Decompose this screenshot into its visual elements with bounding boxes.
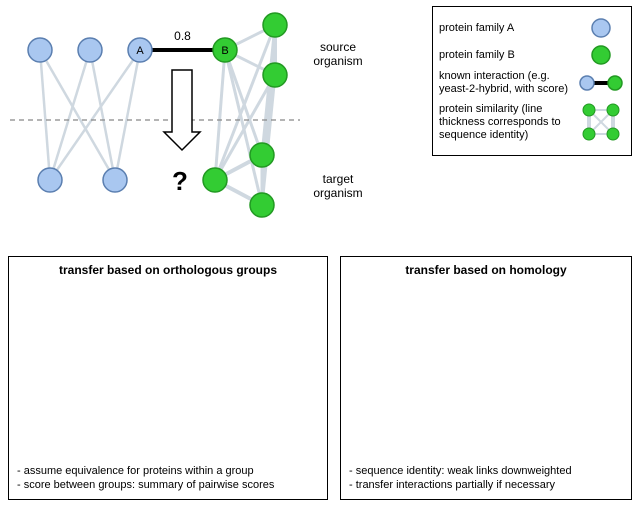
homology-box: transfer based on homology - sequence id… xyxy=(340,256,632,500)
legend-icon-sim xyxy=(577,98,625,146)
svg-text:A: A xyxy=(136,45,144,57)
legend-text-famB: protein family B xyxy=(439,49,577,62)
legend-row-known: known interaction (e.g. yeast-2-hybrid, … xyxy=(439,70,625,95)
legend-box: protein family A protein family B known … xyxy=(432,6,632,156)
orth-bullet-1: - assume equivalence for proteins within… xyxy=(17,465,325,477)
target-organism-label: target organism xyxy=(308,172,368,200)
source-organism-label: source organism xyxy=(308,40,368,68)
svg-text:B: B xyxy=(221,45,228,57)
legend-row-sim: protein similarity (line thickness corre… xyxy=(439,98,625,146)
orth-bullet-2: - score between groups: summary of pairw… xyxy=(17,479,325,491)
hom-bullet-1: - sequence identity: weak links downweig… xyxy=(349,465,629,477)
legend-text-famA: protein family A xyxy=(439,22,577,35)
legend-icon-known xyxy=(577,71,625,95)
orthologous-box: transfer based on orthologous groups - a… xyxy=(8,256,328,500)
svg-text:?: ? xyxy=(172,166,188,196)
hom-bullet-2: - transfer interactions partially if nec… xyxy=(349,479,629,491)
orthologous-title: transfer based on orthologous groups xyxy=(9,263,327,277)
legend-row-famA: protein family A xyxy=(439,16,625,40)
legend-text-known: known interaction (e.g. yeast-2-hybrid, … xyxy=(439,70,577,95)
homology-title: transfer based on homology xyxy=(341,263,631,277)
legend-icon-famB xyxy=(577,43,625,67)
legend-row-famB: protein family B xyxy=(439,43,625,67)
legend-icon-famA xyxy=(577,16,625,40)
legend-text-sim: protein similarity (line thickness corre… xyxy=(439,103,577,141)
svg-text:0.8: 0.8 xyxy=(174,29,191,43)
